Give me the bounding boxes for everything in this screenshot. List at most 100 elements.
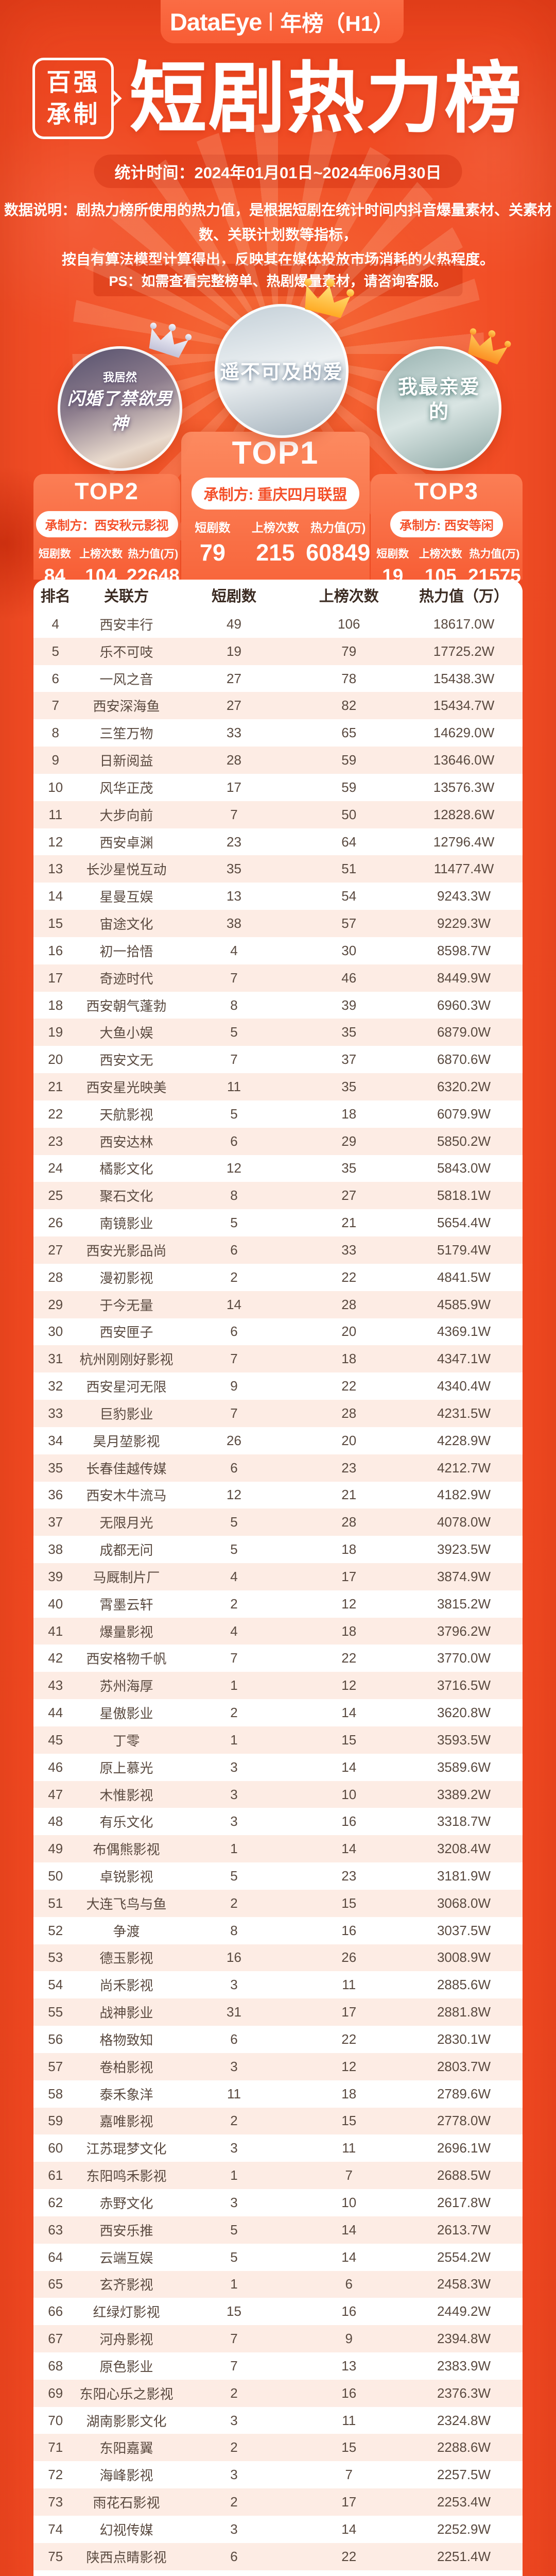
heat-value-cell: 5654.4W [437, 1215, 491, 1231]
company-cell: 星曼互娱 [99, 889, 153, 905]
table-row: 37 无限月光 5 28 4078.0W [33, 1509, 523, 1536]
chart-count-cell: 15 [341, 2439, 357, 2455]
company-cell: 南镜影业 [99, 1216, 153, 1232]
chart-count-cell: 20 [341, 1432, 357, 1448]
company-cell: 原上慕光 [99, 1760, 153, 1776]
drama-count-cell: 26 [227, 1432, 241, 1448]
company-cell: 西安朝气蓬勃 [86, 998, 167, 1014]
chart-count-cell: 17 [341, 2004, 357, 2020]
company-cell: 卷柏影视 [99, 2059, 153, 2075]
rank-cell: 32 [48, 1378, 63, 1394]
chart-count-cell: 23 [341, 1460, 357, 1476]
chart-count-cell: 29 [341, 1133, 357, 1149]
chart-count-cell: 12 [341, 1677, 357, 1693]
heat-value-cell: 2778.0W [437, 2113, 491, 2129]
heat-value-cell: 2383.9W [437, 2358, 491, 2374]
company-cell: 无限月光 [99, 1515, 153, 1531]
data-note-line-2: 按自有算法模型计算得出，反映其在媒体投放市场消耗的火热程度。 [0, 247, 556, 272]
rank-cell: 46 [48, 1759, 63, 1775]
stat-label: 短剧数 [38, 548, 71, 560]
heat-value-cell: 4347.1W [437, 1351, 491, 1367]
table-header: 排名 关联方 短剧数 上榜次数 热力值（万） [33, 580, 523, 611]
drama-count-cell: 12 [227, 1487, 241, 1503]
drama-count-cell: 3 [230, 2058, 238, 2074]
table-row: 36 西安木牛流马 12 21 4182.9W [33, 1482, 523, 1509]
dataeye-logo: DataEye [169, 8, 262, 36]
rank-cell: 69 [48, 2385, 63, 2401]
chart-count-cell: 17 [341, 1568, 357, 1584]
drama-count-cell: 14 [227, 1296, 241, 1312]
bronze-crown-icon [468, 328, 511, 365]
drama-count-cell: 38 [227, 916, 241, 931]
table-row: 42 西安格物千帆 7 22 3770.0W [33, 1645, 523, 1672]
chart-count-cell: 27 [341, 1188, 357, 1204]
company-cell: 河舟影视 [99, 2332, 153, 2348]
table-row: 76 莱悦 3 9 2213.4W [33, 2570, 523, 2576]
heat-value-cell: 9229.3W [437, 916, 491, 931]
table-row: 40 霄墨云轩 2 12 3815.2W [33, 1590, 523, 1618]
chart-count-cell: 22 [341, 1269, 357, 1285]
heat-value-cell: 3796.2W [437, 1623, 491, 1639]
drama-count-cell: 9 [230, 1378, 238, 1394]
heat-value-cell: 5843.0W [437, 1160, 491, 1176]
table-row: 75 陕西点睛影视 6 22 2251.4W [33, 2543, 523, 2570]
badge-line-1: 百强 [46, 68, 100, 96]
chart-count-cell: 35 [341, 1160, 357, 1176]
chart-count-cell: 18 [341, 1541, 357, 1557]
drama-count-cell: 17 [227, 779, 241, 795]
table-row: 66 红绿灯影视 15 16 2449.2W [33, 2298, 523, 2325]
table-row: 48 有乐文化 3 16 3318.7W [33, 1808, 523, 1835]
table-row: 24 橘影文化 12 35 5843.0W [33, 1155, 523, 1182]
company-cell: 东阳鸣禾影视 [86, 2168, 167, 2184]
drama-count-cell: 23 [227, 834, 241, 850]
rank-cell: 41 [48, 1623, 63, 1639]
heat-value-cell: 3318.7W [437, 1814, 491, 1829]
heat-value-cell: 3874.9W [437, 1568, 491, 1584]
poster-top3-title: 我最亲爱的 [397, 377, 480, 423]
heat-value-cell: 4182.9W [437, 1487, 491, 1503]
drama-count-cell: 2 [230, 2494, 238, 2510]
header-drama-count: 短剧数 [211, 588, 256, 605]
heat-value-cell: 3068.0W [437, 1895, 491, 1911]
drama-count-cell: 31 [227, 2004, 241, 2020]
rank-cell: 57 [48, 2058, 63, 2074]
drama-count-cell: 3 [230, 2467, 238, 2483]
table-row: 72 海峰影视 3 7 2257.5W [33, 2461, 523, 2488]
heat-value-cell: 2696.1W [437, 2140, 491, 2156]
heat-value-cell: 18617.0W [433, 616, 495, 632]
drama-count-cell: 3 [230, 2140, 238, 2156]
data-note-line-1: 数据说明：剧热力榜所使用的热力值，是根据短剧在统计时间内抖音爆量素材、关素材数、… [0, 198, 556, 247]
rank-cell: 14 [48, 888, 63, 904]
poster-top2: 我居然 闪婚了禁欲男神 [58, 346, 182, 471]
heat-value-cell: 2376.3W [437, 2385, 491, 2401]
header-company: 关联方 [103, 588, 149, 605]
rank-label-top3: TOP3 [414, 478, 479, 504]
company-cell: 嘉唯影视 [99, 2114, 153, 2130]
drama-count-cell: 1 [230, 1732, 238, 1748]
chart-count-cell: 59 [341, 752, 357, 768]
chart-count-cell: 10 [341, 1786, 357, 1802]
rank-cell: 75 [48, 2548, 63, 2564]
stat-label: 上榜次数 [419, 548, 462, 560]
chart-count-cell: 14 [341, 1759, 357, 1775]
chart-count-cell: 13 [341, 2358, 357, 2374]
drama-count-cell: 7 [230, 1351, 238, 1367]
table-row: 38 成都无问 5 18 3923.5W [33, 1536, 523, 1563]
company-cell: 西安丰行 [99, 617, 153, 633]
drama-count-cell: 7 [230, 1650, 238, 1666]
rank-label-top2: TOP2 [75, 478, 139, 504]
drama-count-cell: 2 [230, 2439, 238, 2455]
company-cell: 大连飞鸟与鱼 [86, 1896, 167, 1912]
table-row: 54 尚禾影视 3 11 2885.6W [33, 1971, 523, 1998]
chart-count-cell: 33 [341, 1242, 357, 1258]
heat-value-cell: 3770.0W [437, 1650, 491, 1666]
table-row: 70 湖南影影文化 3 11 2324.8W [33, 2407, 523, 2434]
company-cell: 昊月堃影视 [93, 1433, 160, 1449]
company-cell: 陕西点睛影视 [86, 2549, 167, 2565]
heat-value-cell: 6079.9W [437, 1106, 491, 1122]
chart-count-cell: 26 [341, 1950, 357, 1965]
stat-period-pill: 统计时间：2024年01月01日~2024年06月30日 [94, 155, 462, 188]
drama-count-cell: 28 [227, 752, 241, 768]
stat: 上榜次数 104 [76, 546, 126, 587]
rank-cell: 62 [48, 2194, 63, 2210]
